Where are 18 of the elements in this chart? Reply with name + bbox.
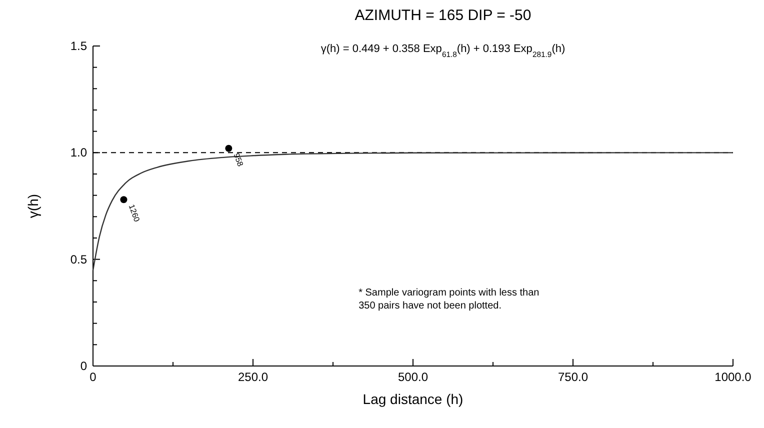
- annotation: * Sample variogram points with less than: [358, 288, 540, 299]
- annotation: 958: [232, 152, 246, 168]
- x-tick-label: 750.0: [558, 370, 588, 384]
- x-tick-label: 500.0: [398, 370, 428, 384]
- x-tick-label: 250.0: [238, 370, 268, 384]
- x-axis-title: Lag distance (h): [362, 391, 464, 407]
- y-tick-label: 1.5: [70, 39, 88, 53]
- annotation: 1260: [126, 203, 142, 224]
- y-tick-label: 0.5: [70, 252, 88, 266]
- chart-subtitle: γ(h) = 0.449 + 0.358 Exp$_{61.8}$(h) + 0.193 Exp$_{281.9}$(h): [320, 43, 566, 58]
- y-tick-label: 0: [80, 359, 88, 373]
- y-tick-label: 1.0: [70, 146, 88, 160]
- x-tick-label: 1000.0: [714, 370, 752, 384]
- y-axis-title: γ(h): [25, 194, 41, 218]
- x-tick-label: 0: [90, 370, 97, 384]
- annotation: 350 pairs have not been plotted.: [358, 300, 502, 312]
- chart-title: AZIMUTH = 165 DIP = -50: [354, 7, 532, 24]
- line-series: [92, 152, 734, 271]
